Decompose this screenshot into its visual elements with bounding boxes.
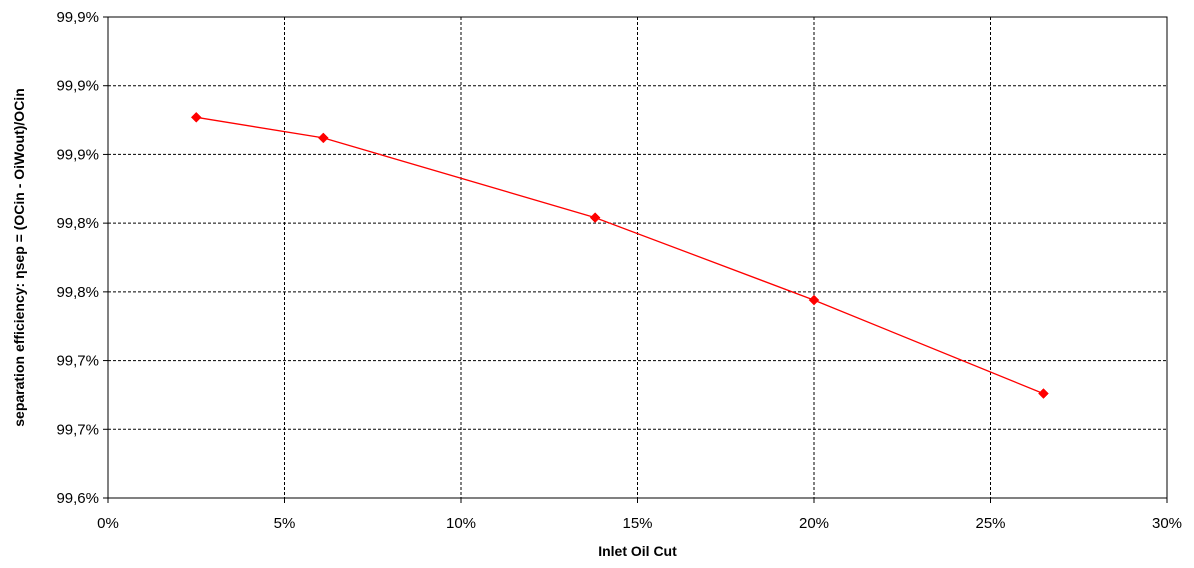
grid [108, 17, 1167, 498]
x-tick-label: 10% [446, 515, 476, 532]
y-axis: 99,6% 99,7% 99,7% 99,8% 99,8% 99,9% 99,9% 99,9% [56, 9, 108, 507]
x-tick-label: 5% [274, 515, 296, 532]
y-axis-title: separation efficiency: ηsep = (OCin - Oi… [11, 88, 27, 427]
data-point [808, 294, 820, 306]
x-tick-label: 30% [1152, 515, 1182, 532]
data-point [190, 111, 202, 123]
y-tick-label: 99,8% [56, 215, 99, 232]
data-point [317, 132, 329, 144]
x-tick-label: 15% [622, 515, 652, 532]
x-axis: 0% 5% 10% 15% 20% 25% 30% [97, 498, 1182, 532]
series-layer [190, 111, 1049, 399]
y-tick-label: 99,9% [56, 78, 99, 95]
y-tick-label: 99,8% [56, 284, 99, 301]
x-tick-label: 20% [799, 515, 829, 532]
x-tick-label: 25% [975, 515, 1005, 532]
data-point [1038, 388, 1049, 399]
x-tick-label: 0% [97, 515, 119, 532]
data-point [589, 212, 601, 223]
y-tick-label: 99,6% [56, 490, 99, 507]
x-axis-title: Inlet Oil Cut [598, 543, 677, 559]
y-tick-label: 99,7% [56, 353, 99, 370]
y-tick-label: 99,9% [56, 146, 99, 163]
y-tick-label: 99,7% [56, 421, 99, 438]
y-tick-label: 99,9% [56, 9, 99, 26]
